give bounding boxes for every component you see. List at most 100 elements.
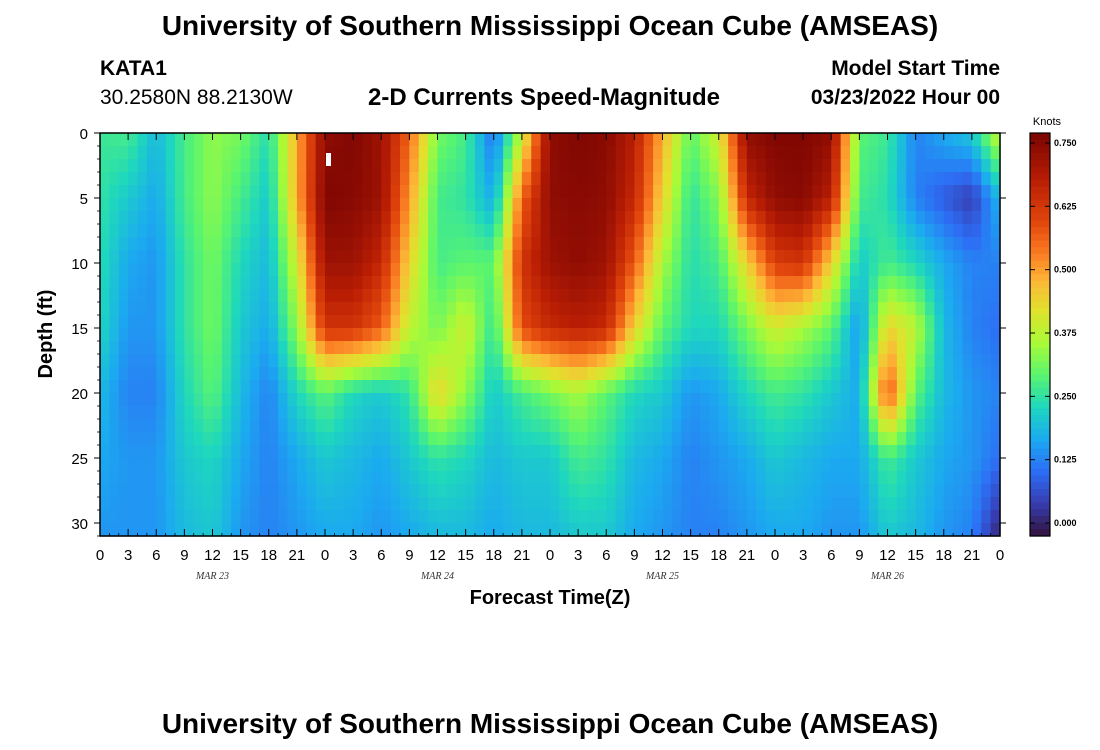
- heatmap-cell: [718, 289, 729, 303]
- heatmap-cell: [465, 146, 476, 160]
- heatmap-cell: [896, 393, 907, 407]
- heatmap-cell: [643, 406, 654, 420]
- heatmap-cell: [409, 510, 420, 524]
- heatmap-cell: [803, 484, 814, 498]
- colorbar-segment: [1030, 368, 1050, 376]
- heatmap-cell: [662, 146, 673, 160]
- heatmap-cell: [315, 302, 326, 316]
- heatmap-cell: [709, 172, 720, 186]
- heatmap-cell: [587, 185, 598, 199]
- heatmap-cell: [221, 185, 232, 199]
- heatmap-cell: [418, 341, 429, 355]
- heatmap-cell: [409, 198, 420, 212]
- heatmap-cell: [840, 328, 851, 342]
- heatmap-cell: [118, 419, 129, 433]
- heatmap-cell: [784, 419, 795, 433]
- heatmap-cell: [128, 224, 139, 238]
- heatmap-cell: [906, 198, 917, 212]
- heatmap-cell: [634, 185, 645, 199]
- heatmap-cell: [400, 432, 410, 446]
- heatmap-cell: [221, 484, 232, 498]
- heatmap-cell: [175, 432, 185, 446]
- heatmap-cell: [362, 367, 373, 381]
- heatmap-cell: [118, 263, 129, 277]
- heatmap-cell: [756, 198, 767, 212]
- heatmap-cell: [643, 185, 654, 199]
- heatmap-cell: [437, 497, 448, 511]
- heatmap-cell: [840, 289, 851, 303]
- heatmap-cell: [193, 484, 204, 498]
- heatmap-cell: [306, 445, 317, 459]
- heatmap-cell: [596, 510, 607, 524]
- colorbar-segment: [1030, 347, 1050, 356]
- heatmap-cell: [587, 445, 598, 459]
- colorbar-segment: [1030, 173, 1050, 181]
- heatmap-cell: [990, 510, 1001, 524]
- heatmap-cell: [850, 289, 860, 303]
- heatmap-cell: [643, 133, 654, 147]
- heatmap-cell: [165, 198, 176, 212]
- heatmap-cell: [887, 185, 898, 199]
- heatmap-cell: [981, 315, 992, 329]
- heatmap-cell: [334, 354, 345, 368]
- colorbar-segment: [1030, 267, 1050, 275]
- heatmap-cell: [746, 458, 757, 472]
- heatmap-cell: [784, 445, 795, 459]
- heatmap-cell: [568, 289, 579, 303]
- heatmap-cell: [362, 263, 373, 277]
- heatmap-cell: [353, 250, 364, 264]
- colorbar-segment: [1030, 327, 1050, 336]
- heatmap-cell: [409, 315, 420, 329]
- heatmap-cell: [493, 367, 504, 381]
- heatmap-cell: [784, 237, 795, 251]
- heatmap-cell: [625, 146, 635, 160]
- heatmap-cell: [634, 510, 645, 524]
- heatmap-cell: [915, 224, 926, 238]
- heatmap-cell: [559, 159, 570, 173]
- heatmap-cell: [625, 341, 635, 355]
- heatmap-cell: [896, 458, 907, 472]
- heatmap-cell: [868, 341, 879, 355]
- heatmap-cell: [109, 484, 120, 498]
- heatmap-cell: [606, 146, 617, 160]
- heatmap-cell: [437, 445, 448, 459]
- heatmap-cell: [625, 380, 635, 394]
- heatmap-cell: [278, 458, 289, 472]
- heatmap-cell: [718, 380, 729, 394]
- heatmap-cell: [859, 484, 870, 498]
- heatmap-cell: [531, 224, 542, 238]
- heatmap-cell: [550, 302, 560, 316]
- heatmap-cell: [981, 510, 992, 524]
- heatmap-cell: [868, 445, 879, 459]
- heatmap-cell: [775, 354, 785, 368]
- heatmap-cell: [671, 198, 682, 212]
- heatmap-cell: [137, 406, 148, 420]
- heatmap-cell: [259, 328, 270, 342]
- heatmap-cell: [850, 211, 860, 225]
- heatmap-cell: [887, 146, 898, 160]
- heatmap-cell: [812, 393, 823, 407]
- heatmap-cell: [709, 510, 720, 524]
- heatmap-cell: [193, 432, 204, 446]
- heatmap-cell: [109, 211, 120, 225]
- heatmap-cell: [315, 458, 326, 472]
- heatmap-cell: [803, 458, 814, 472]
- heatmap-cell: [456, 289, 467, 303]
- heatmap-cell: [484, 432, 495, 446]
- heatmap-cell: [334, 276, 345, 290]
- heatmap-cell: [540, 367, 551, 381]
- heatmap-cell: [671, 237, 682, 251]
- heatmap-cell: [521, 198, 532, 212]
- heatmap-cell: [878, 497, 889, 511]
- heatmap-cell: [400, 185, 410, 199]
- heatmap-cell: [953, 289, 964, 303]
- heatmap-cell: [353, 393, 364, 407]
- heatmap-cell: [971, 432, 982, 446]
- heatmap-cell: [700, 523, 710, 537]
- heatmap-cell: [306, 185, 317, 199]
- heatmap-cell: [971, 406, 982, 420]
- heatmap-cell: [409, 380, 420, 394]
- heatmap-cell: [746, 250, 757, 264]
- colorbar-title: Knots: [1033, 116, 1062, 128]
- heatmap-cell: [990, 146, 1001, 160]
